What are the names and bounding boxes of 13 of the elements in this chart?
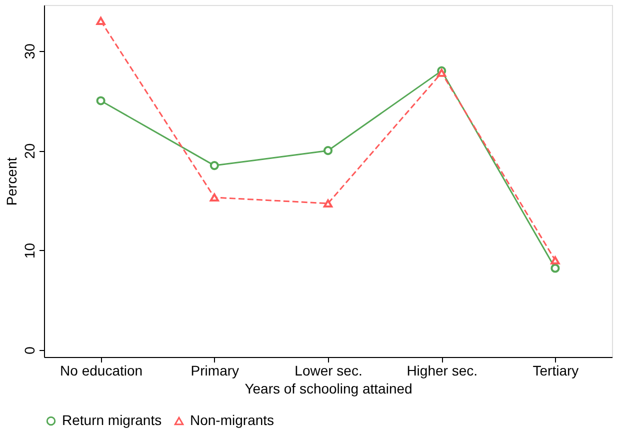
y-axis-title: Percent — [4, 157, 20, 206]
y-tick-label: 0 — [22, 346, 38, 354]
y-tick-label: 30 — [22, 43, 38, 60]
x-tick-label: Lower sec. — [294, 362, 362, 378]
y-tick-label: 10 — [22, 242, 38, 259]
legend-label: Non-migrants — [190, 412, 274, 428]
x-tick-label: Tertiary — [532, 362, 579, 378]
x-tick-label: Primary — [190, 362, 240, 378]
legend-label: Return migrants — [62, 412, 162, 428]
x-axis-title: Years of schooling attained — [244, 380, 412, 396]
y-tick-label: 20 — [22, 143, 38, 159]
x-tick-label: No education — [60, 362, 143, 378]
x-tick-label: Higher sec. — [406, 362, 478, 378]
